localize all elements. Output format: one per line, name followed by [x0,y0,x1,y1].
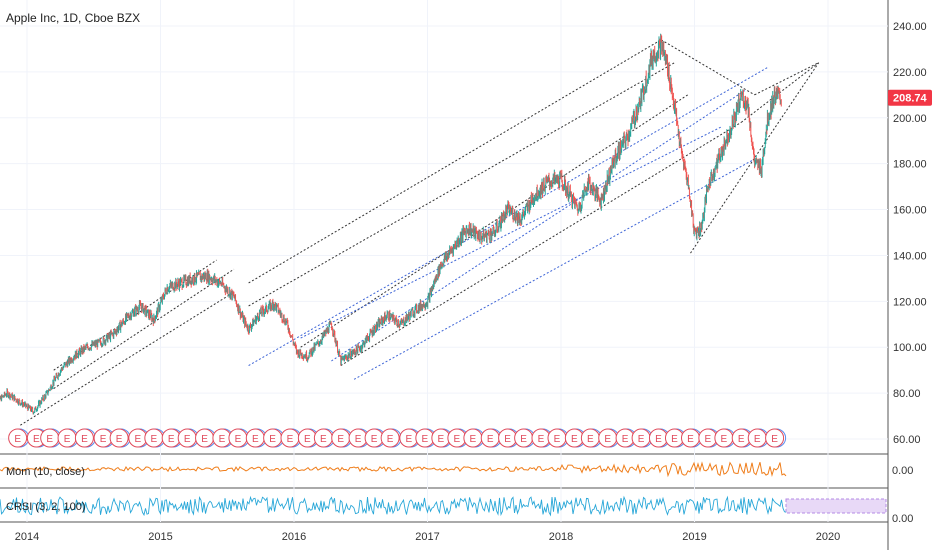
x-tick-label: 2018 [549,531,573,543]
earnings-marker-letter: E [235,434,242,445]
earnings-marker-letter: E [116,434,123,445]
earnings-marker-letter: E [622,434,629,445]
channel-line [20,291,235,426]
y-tick-label: 100.00 [893,342,927,354]
y-tick-label: 240.00 [893,21,927,33]
earnings-marker-letter: E [538,434,545,445]
earnings-marker-letter: E [269,434,276,445]
x-tick-label: 2014 [15,531,39,543]
earnings-marker-letter: E [438,434,445,445]
earnings-marker-letter: E [705,434,712,445]
x-tick-label: 2015 [148,531,172,543]
y-tick-label: 60.00 [893,434,921,446]
earnings-marker-letter: E [387,434,394,445]
y-tick-label: 160.00 [893,205,927,217]
crsi-band [785,498,887,514]
earnings-marker-letter: E [721,434,728,445]
ohlc-bars [0,33,782,415]
earnings-marker-letter: E [14,434,21,445]
earnings-marker-letter: E [64,434,71,445]
earnings-marker-letter: E [201,434,208,445]
earnings-marker [765,428,785,448]
crsi-zero-label: 0.00 [892,513,913,525]
x-tick-label: 2020 [816,531,840,543]
earnings-marker-letter: E [421,434,428,445]
earnings-marker [380,428,400,448]
earnings-marker-letter: E [470,434,477,445]
earnings-marker-letter: E [738,434,745,445]
mom-zero-label: 0.00 [892,465,913,477]
earnings-marker-letter: E [355,434,362,445]
earnings-marker-letter: E [287,434,294,445]
chart-title: Apple Inc, 1D, Cboe BZX [6,11,140,25]
earnings-marker-letter: E [33,434,40,445]
earnings-marker-letter: E [46,434,53,445]
channel-line [353,158,755,380]
earnings-marker-letter: E [754,434,761,445]
earnings-marker-letter: E [100,434,107,445]
time-axis: 2014 2015 2016 2017 2018 2019 2020 [15,531,840,543]
earnings-marker [109,428,129,448]
channel-line [53,268,235,389]
earnings-marker-letter: E [252,434,259,445]
earnings-marker-letter: E [304,434,311,445]
earnings-marker-letter: E [520,434,527,445]
earnings-marker-letter: E [219,434,226,445]
last-price-value: 208.74 [893,93,928,105]
last-price-tag: 208.74 [888,89,932,106]
price-axis: 60.00 80.00 100.00 120.00 140.00 160.00 180.00… [893,21,927,446]
crsi-indicator [0,495,887,517]
earnings-marker-letter: E [81,434,88,445]
earnings-marker-letter: E [687,434,694,445]
earnings-marker-letter: E [504,434,511,445]
earnings-marker [8,428,28,448]
earnings-marker-letter: E [168,434,175,445]
x-tick-label: 2019 [682,531,706,543]
earnings-marker-letter: E [134,434,141,445]
earnings-marker-letter: E [638,434,645,445]
y-tick-label: 140.00 [893,250,927,262]
earnings-marker-letter: E [405,434,412,445]
mom-indicator-label: Mom (10, close) [6,466,85,478]
x-tick-label: 2016 [282,531,306,543]
channel-line [248,62,675,307]
earnings-marker-letter: E [320,434,327,445]
mom-line [0,461,787,478]
earnings-marker-letter: E [554,434,561,445]
earnings-marker-letter: E [771,434,778,445]
earnings-marker [74,428,94,448]
y-tick-label: 200.00 [893,113,927,125]
earnings-marker-letter: E [655,434,662,445]
y-tick-label: 120.00 [893,296,927,308]
earnings-marker-letter: E [184,434,191,445]
earnings-marker-letter: E [371,434,378,445]
earnings-marker-letter: E [571,434,578,445]
crsi-indicator-label: CRSI (3, 2, 100) [6,501,85,513]
earnings-marker-letter: E [671,434,678,445]
y-tick-label: 80.00 [893,388,921,400]
earnings-marker-letter: E [604,434,611,445]
channel-line [331,89,746,362]
earnings-marker-letter: E [587,434,594,445]
x-tick-label: 2017 [415,531,439,543]
y-tick-label: 180.00 [893,159,927,171]
earnings-marker-letter: E [150,434,157,445]
y-tick-label: 220.00 [893,67,927,79]
earnings-marker-letter: E [454,434,461,445]
channel-line [300,126,722,339]
earnings-marker-letter: E [337,434,344,445]
crsi-line [0,495,787,517]
earnings-marker-letter: E [487,434,494,445]
momentum-indicator [0,461,787,478]
